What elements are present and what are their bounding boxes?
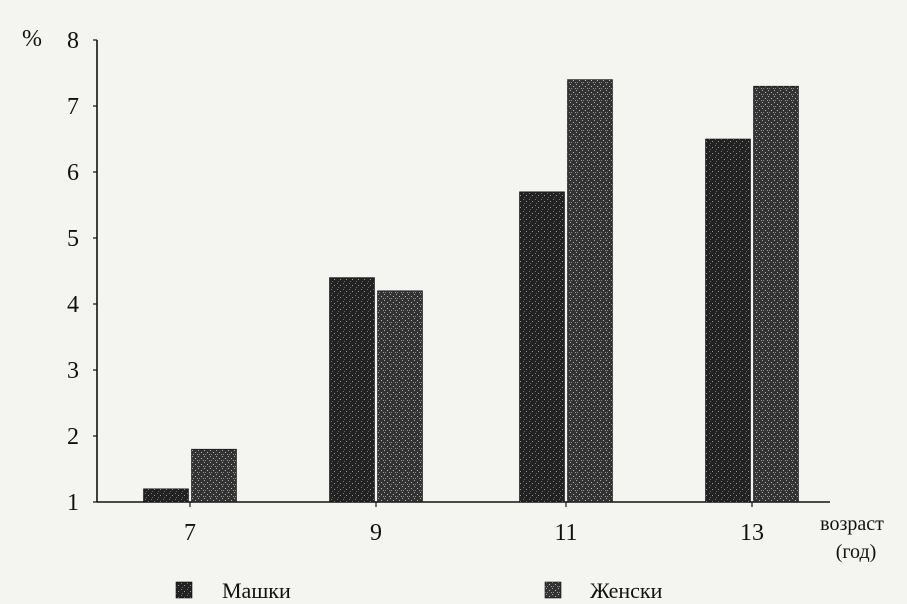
bar-male-7: [143, 488, 189, 503]
legend-label-male: Машки: [222, 578, 291, 603]
x-tick-label: 7: [184, 520, 196, 546]
y-tick-label: 7: [67, 94, 79, 120]
bar-female-9: [377, 290, 423, 503]
bar-female-13: [753, 85, 799, 503]
y-axis-title: %: [22, 26, 42, 52]
legend-swatch-male: [175, 581, 193, 599]
legend-label-female: Женски: [590, 578, 663, 603]
y-tick-label: 8: [67, 28, 79, 54]
y-tick-label: 3: [67, 358, 79, 384]
y-tick-label: 6: [67, 160, 79, 186]
legend-swatch-female: [544, 581, 562, 599]
y-tick-label: 5: [67, 226, 79, 252]
bar-male-9: [329, 277, 375, 503]
x-tick-label: 9: [370, 520, 382, 546]
bar-male-13: [705, 138, 751, 503]
bar-female-7: [191, 448, 237, 503]
legend: Машки Женски: [175, 578, 663, 603]
bar-male-11: [519, 191, 565, 503]
x-axis-title-line1: возраст: [820, 513, 884, 535]
labels: 1 2 3 4 5 6 7 8% 7 9 11 13 возраст (год): [22, 26, 884, 563]
bar-female-11: [567, 79, 613, 503]
bars: [143, 79, 799, 503]
y-tick-label: 4: [67, 292, 79, 318]
x-axis-title-line2: (год): [836, 541, 877, 563]
x-tick-label: 13: [740, 520, 764, 546]
x-tick-label: 11: [554, 520, 577, 546]
y-tick-label: 2: [67, 424, 79, 450]
y-tick-label: 1: [67, 490, 79, 516]
